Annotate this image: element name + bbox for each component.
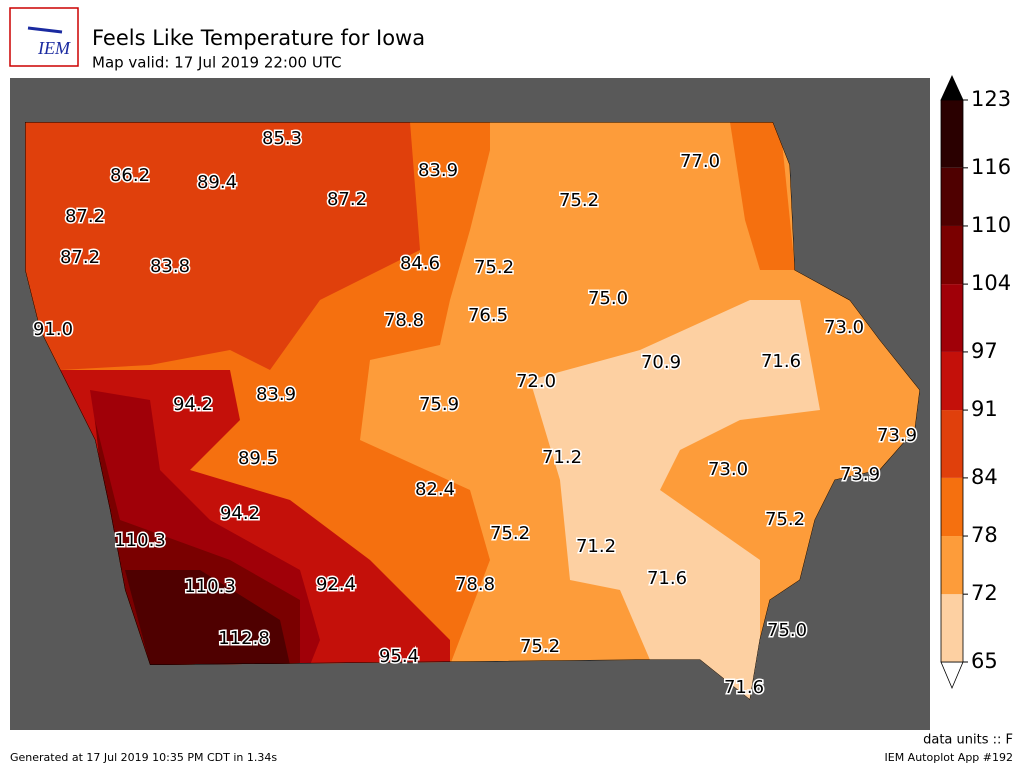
station-value: 78.8 [384,310,424,331]
station-value: 75.0 [767,620,807,641]
station-value: 83.8 [150,256,190,277]
colorbar-segment [941,536,963,595]
colorbar-tick-label: 78 [971,523,998,547]
station-value: 91.0 [33,319,73,340]
colorbar-tick-label: 65 [971,649,998,673]
station-value: 75.2 [490,523,530,544]
station-value: 110.3 [114,530,166,551]
station-value: 94.2 [220,503,260,524]
subtitle: Map valid: 17 Jul 2019 22:00 UTC [92,54,342,72]
station-value: 83.9 [418,160,458,181]
value-labels: 85.3 86.2 89.4 83.9 77.0 87.2 87.2 75.2 87.2 83.8… [31,127,918,700]
colorbar-tick-label: 84 [971,465,998,489]
colorbar-frame [940,99,964,663]
colorbar-tick-label: 110 [971,213,1011,237]
colorbar-segment [941,477,963,537]
colorbar-tick-label: 72 [971,581,998,605]
colorbar-segment [941,594,963,662]
station-value: 110.3 [184,576,236,597]
station-value: 75.2 [559,190,599,211]
colorbar-tick-label: 97 [971,339,998,363]
station-value: 73.0 [708,459,748,480]
station-value: 71.6 [647,568,687,589]
station-value: 92.4 [316,574,356,595]
station-value: 78.8 [455,574,495,595]
units-note: data units :: F [923,733,1013,748]
station-value: 84.6 [400,253,440,274]
station-value: 82.4 [415,479,455,500]
station-value: 76.5 [468,305,508,326]
generated-note: Generated at 17 Jul 2019 10:35 PM CDT in… [10,751,277,764]
colorbar-tick-label: 104 [971,271,1011,295]
colorbar-over [940,75,964,101]
iowa-map [25,122,920,700]
colorbar-segment [941,100,963,168]
station-value: 72.0 [516,371,556,392]
colorbar-segment [941,225,963,285]
colorbar: 65 72 78 84 91 97 104 110 116 123 [940,75,1011,690]
station-value: 73.9 [840,464,880,485]
station-value: 112.8 [218,628,270,649]
station-value: 70.9 [641,352,681,373]
station-value: 95.4 [379,646,419,667]
station-value: 75.0 [588,288,628,309]
colorbar-tick-label: 91 [971,397,998,421]
title: Feels Like Temperature for Iowa [92,26,425,50]
station-value: 85.3 [262,128,302,149]
colorbar-segment [941,351,963,411]
colorbar-segment [941,284,963,352]
station-value: 75.2 [474,257,514,278]
colorbar-segment [941,167,963,226]
station-value: 87.2 [327,189,367,210]
station-value: 83.9 [256,384,296,405]
station-value: 71.6 [724,677,764,698]
station-value: 89.4 [197,172,237,193]
station-value: 75.2 [520,636,560,657]
colorbar-tick-label: 123 [971,87,1011,111]
app-note: IEM Autoplot App #192 [885,751,1014,764]
station-value: 75.2 [765,509,805,530]
station-value: 87.2 [60,247,100,268]
station-value: 94.2 [173,394,213,415]
logo: IEM [9,7,79,67]
station-value: 87.2 [65,206,105,227]
colorbar-tick-label: 116 [971,155,1011,179]
colorbar-segment [941,410,963,478]
colorbar-under [940,661,964,690]
station-value: 71.2 [542,447,582,468]
station-value: 71.2 [576,536,616,557]
station-value: 89.5 [238,448,278,469]
station-value: 75.9 [419,394,459,415]
station-value: 86.2 [110,165,150,186]
logo-text: IEM [37,38,71,58]
station-value: 73.9 [877,425,917,446]
station-value: 73.0 [824,317,864,338]
station-value: 71.6 [761,351,801,372]
station-value: 77.0 [680,151,720,172]
